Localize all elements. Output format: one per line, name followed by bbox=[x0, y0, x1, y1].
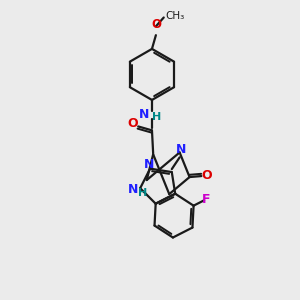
Text: O: O bbox=[151, 18, 161, 31]
Text: H: H bbox=[139, 188, 148, 198]
Text: O: O bbox=[201, 169, 211, 182]
Text: CH₃: CH₃ bbox=[166, 11, 185, 20]
Text: F: F bbox=[202, 193, 210, 206]
Text: O: O bbox=[127, 117, 138, 130]
Text: N: N bbox=[128, 183, 139, 196]
Text: N: N bbox=[144, 158, 154, 171]
Text: N: N bbox=[139, 108, 149, 121]
Text: H: H bbox=[152, 112, 161, 122]
Text: N: N bbox=[176, 143, 186, 156]
